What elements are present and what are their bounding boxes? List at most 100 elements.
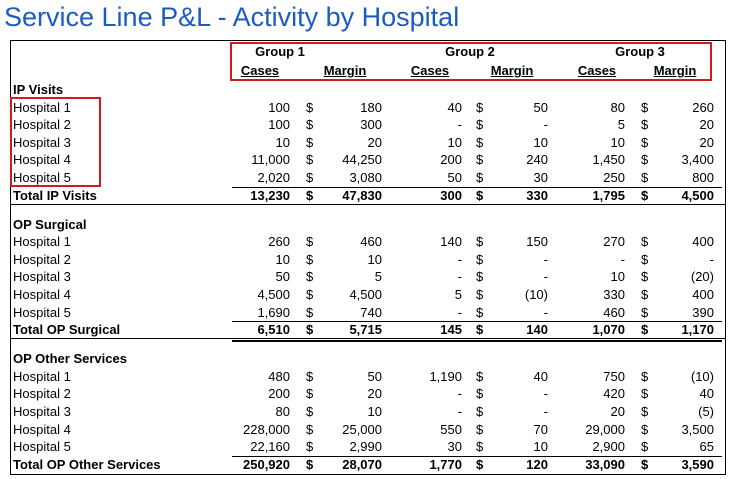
cell: 10 [447, 134, 462, 150]
currency-symbol: $ [641, 456, 649, 472]
currency-symbol: $ [641, 368, 649, 384]
cell: 40 [533, 368, 548, 384]
cell: 10 [533, 134, 548, 150]
cell: 120 [526, 456, 548, 472]
cell: 30 [533, 170, 548, 185]
cell: 1,795 [592, 187, 625, 203]
cell: 270 [603, 234, 625, 250]
cell: 6,510 [257, 322, 290, 338]
cell: - [457, 269, 462, 285]
cell: 140 [440, 234, 462, 250]
cell: - [543, 269, 548, 285]
currency-symbol: $ [641, 322, 649, 338]
cell: 40 [699, 386, 714, 402]
currency-symbol: $ [476, 421, 484, 437]
cell: 4,500 [257, 287, 290, 302]
currency-symbol: $ [476, 322, 484, 338]
rule [232, 455, 722, 457]
cell: 50 [275, 269, 290, 285]
cell: 1,690 [257, 304, 290, 320]
cell: 44,250 [342, 152, 382, 168]
cell: 10 [610, 269, 625, 285]
currency-symbol: $ [476, 304, 484, 320]
column-header: Cases [240, 63, 280, 78]
cell: 460 [360, 234, 382, 250]
cell: 4,500 [349, 287, 382, 302]
cell: - [543, 304, 548, 320]
cell: 2,900 [592, 439, 625, 455]
total-label: Total OP Other Services [13, 456, 161, 472]
cell: 65 [699, 439, 714, 455]
cell: 11,000 [251, 152, 290, 168]
currency-symbol: $ [641, 187, 649, 203]
column-header: Cases [577, 63, 617, 78]
cell: 3,500 [681, 421, 714, 437]
currency-symbol: $ [306, 234, 314, 250]
cell: - [543, 404, 548, 419]
currency-symbol: $ [476, 386, 484, 402]
currency-symbol: $ [306, 117, 314, 133]
currency-symbol: $ [306, 368, 314, 384]
cell: - [457, 117, 462, 133]
cell: 5 [454, 287, 462, 302]
cell: 20 [367, 134, 382, 150]
rule [232, 186, 722, 188]
currency-symbol: $ [306, 439, 314, 455]
cell: 2,020 [257, 170, 290, 185]
row-label: Hospital 3 [13, 404, 71, 419]
row-label: Hospital 1 [13, 99, 71, 115]
currency-symbol: $ [476, 439, 484, 455]
currency-symbol: $ [476, 269, 484, 285]
currency-symbol: $ [306, 287, 314, 302]
cell: 20 [367, 386, 382, 402]
cell: 33,090 [585, 456, 625, 472]
row-label: Hospital 2 [13, 117, 71, 133]
section-title: OP Other Services [13, 351, 127, 367]
currency-symbol: $ [476, 134, 484, 150]
cell: 100 [268, 117, 290, 133]
cell: - [457, 404, 462, 419]
row-label: Hospital 4 [13, 152, 71, 168]
cell: 250 [603, 170, 625, 185]
cell: - [543, 117, 548, 133]
cell: 22,160 [250, 439, 290, 455]
cell: 200 [268, 386, 290, 402]
currency-symbol: $ [476, 251, 484, 267]
cell: - [457, 386, 462, 402]
rule [10, 338, 726, 340]
currency-symbol: $ [641, 269, 649, 285]
currency-symbol: $ [476, 152, 484, 168]
cell: 10 [367, 251, 382, 267]
cell: 400 [692, 287, 714, 302]
currency-symbol: $ [641, 404, 649, 419]
cell: 20 [699, 117, 714, 133]
currency-symbol: $ [306, 99, 314, 115]
currency-symbol: $ [641, 134, 649, 150]
highlight-box [10, 97, 101, 187]
cell: 50 [447, 170, 462, 185]
table-frame [10, 40, 726, 475]
page-title: Service Line P&L - Activity by Hospital [4, 2, 460, 32]
column-header: Margin [653, 63, 697, 78]
cell: 1,070 [592, 322, 625, 338]
currency-symbol: $ [641, 287, 649, 302]
currency-symbol: $ [306, 187, 314, 203]
cell: - [620, 251, 625, 267]
cell: 330 [526, 187, 548, 203]
currency-symbol: $ [641, 99, 649, 115]
cell: 29,000 [585, 421, 625, 437]
rule [232, 340, 722, 343]
currency-symbol: $ [476, 99, 484, 115]
currency-symbol: $ [641, 251, 649, 267]
rule [232, 321, 722, 323]
cell: 3,080 [349, 170, 382, 185]
cell: 40 [447, 99, 462, 115]
cell: 1,190 [429, 368, 462, 384]
row-label: Hospital 2 [13, 386, 71, 402]
cell: 28,070 [342, 456, 382, 472]
cell: - [457, 251, 462, 267]
cell: 70 [533, 421, 548, 437]
cell: 1,770 [429, 456, 462, 472]
currency-symbol: $ [306, 404, 314, 419]
currency-symbol: $ [476, 170, 484, 185]
